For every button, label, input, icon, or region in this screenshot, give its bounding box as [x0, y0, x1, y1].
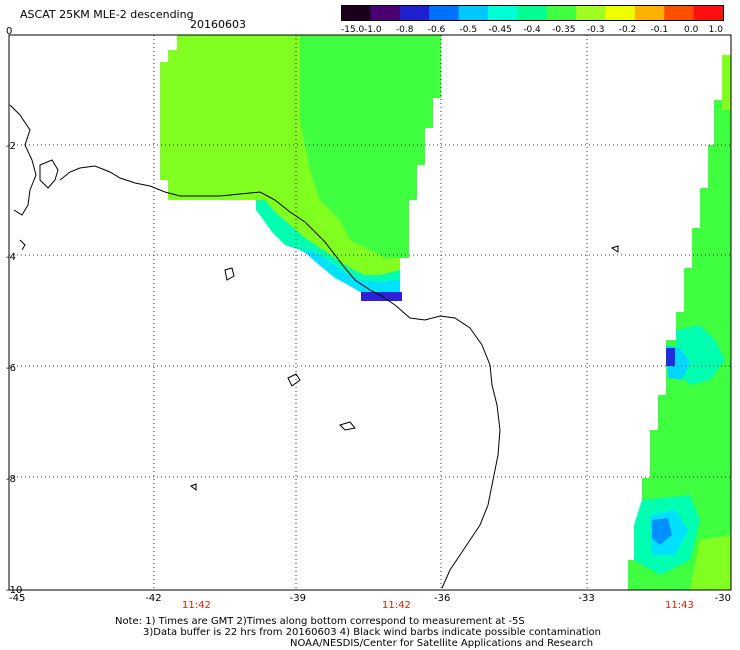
colorbar-label: -0.35: [552, 25, 575, 35]
time-label-3: 11:43: [665, 600, 694, 611]
colorbar-segment: [634, 5, 665, 20]
colorbar-label: -0.1: [651, 25, 669, 35]
note-line-3: NOAA/NESDIS/Center for Satellite Applica…: [290, 638, 594, 649]
x-tick-label: -33: [578, 593, 594, 604]
x-tick-label: -45: [9, 593, 25, 604]
colorbar-segment: [429, 5, 460, 20]
colorbar-segment: [399, 5, 430, 20]
note-line-1: Note: 1) Times are GMT 2)Times along bot…: [115, 616, 525, 627]
swath-right-aqua1: [676, 325, 725, 385]
swath-right-blue-cell: [666, 348, 675, 366]
colorbar-label: -0.5: [460, 25, 478, 35]
y-axis-ticks: 0 -2 -4 -6 -8 -10: [6, 26, 22, 596]
colorbar-segment: [693, 5, 724, 20]
colorbar-segment: [576, 5, 606, 20]
colorbar-segment: [487, 5, 518, 20]
note-line-2: 3)Data buffer is 22 hrs from 20160603 4)…: [143, 627, 601, 638]
x-tick-label: -42: [145, 593, 161, 604]
colorbar-segment: [664, 5, 695, 20]
colorbar-label: 0.0: [684, 25, 699, 35]
product-title: ASCAT 25KM MLE-2 descending: [20, 8, 194, 21]
colorbar-border: [341, 5, 724, 21]
y-tick-label: 0: [6, 26, 12, 37]
y-tick-label: -2: [6, 141, 16, 152]
y-tick-label: -4: [6, 252, 16, 263]
x-axis-ticks: -45 -42 -39 -36 -33 -30: [9, 593, 731, 604]
swath-fill-green: [300, 35, 441, 258]
swath-fill-cyan: [300, 248, 400, 292]
y-tick-label: -6: [6, 363, 16, 374]
colorbar-label: -0.3: [587, 25, 605, 35]
swath-right-yellowgreen: [690, 535, 731, 590]
x-tick-label: -39: [290, 593, 306, 604]
map-frame: [8, 34, 732, 591]
x-tick-label: -30: [715, 593, 731, 604]
colorbar-segment: [605, 5, 636, 20]
swath-right-yellowgreen-top: [722, 55, 731, 110]
colorbar-label: -0.6: [428, 25, 446, 35]
colorbar-segment: [341, 5, 371, 20]
coastline: [9, 104, 619, 589]
colorbar-label: -0.2: [619, 25, 637, 35]
colorbar-label: -0.45: [489, 25, 512, 35]
time-label-1: 11:42: [182, 600, 211, 611]
swath-right-blue2: [652, 518, 672, 545]
y-tick-label: -8: [6, 474, 16, 485]
colorbar-label: 1.0: [709, 25, 724, 35]
colorbar-segment: [458, 5, 489, 20]
swath-main: [160, 35, 441, 301]
colorbar-segment: [517, 5, 548, 20]
x-tick-label: -36: [434, 593, 450, 604]
colorbar-label: -1.0: [364, 25, 382, 35]
product-date: 20160603: [190, 18, 246, 31]
colorbar-segment: [546, 5, 577, 20]
map-grid: [9, 35, 731, 590]
swath-right-fill: [628, 55, 731, 590]
colorbar-label: -0.8: [396, 25, 414, 35]
y-tick-label: -10: [6, 585, 22, 596]
colorbar-segment: [370, 5, 401, 20]
swath-right: [628, 55, 731, 590]
colorbar-label: -0.4: [523, 25, 541, 35]
colorbar: -15.0 -1.0 -0.8 -0.6 -0.5 -0.45 -0.4 -0.35 -0.3 -…: [341, 5, 724, 35]
time-label-2: 11:42: [382, 600, 411, 611]
colorbar-label: -15.0: [341, 25, 365, 35]
